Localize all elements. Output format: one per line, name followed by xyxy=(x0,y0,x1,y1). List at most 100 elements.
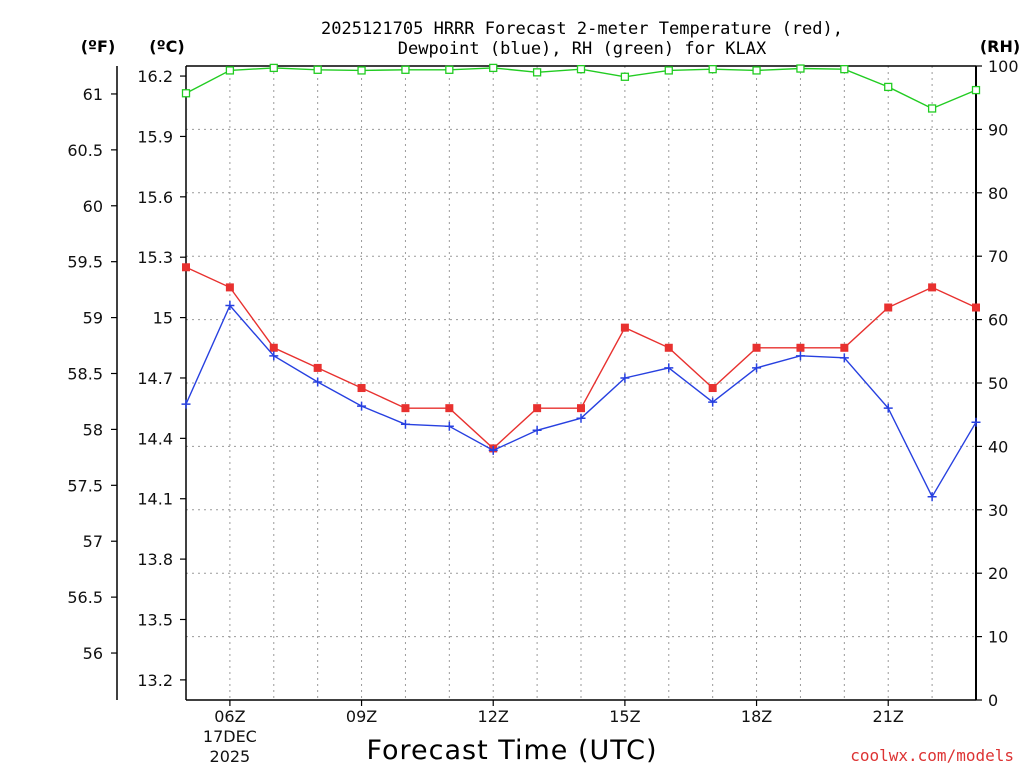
rh-point xyxy=(796,64,805,73)
celsius-tick-label: 15.9 xyxy=(137,127,173,146)
dewpoint-point xyxy=(927,492,937,502)
fahrenheit-tick-label: 59 xyxy=(83,309,103,328)
fahrenheit-tick-label: 61 xyxy=(83,85,103,104)
temperature-point xyxy=(357,384,366,393)
temperature-point xyxy=(840,343,849,352)
dewpoint-point xyxy=(269,351,279,361)
temperature-point xyxy=(533,404,542,413)
celsius-tick-label: 14.4 xyxy=(137,429,173,448)
rh-tick-label: 50 xyxy=(988,374,1008,393)
rh-point xyxy=(840,65,849,74)
data-series xyxy=(181,63,981,502)
rh-tick-label: 30 xyxy=(988,501,1008,520)
celsius-tick-label: 16.2 xyxy=(137,67,173,86)
rh-tick-label: 20 xyxy=(988,564,1008,583)
rh-tick-label: 80 xyxy=(988,184,1008,203)
celsius-tick-label: 14.1 xyxy=(137,490,173,509)
rh-tick-label: 70 xyxy=(988,247,1008,266)
temperature-point xyxy=(182,263,190,272)
axes xyxy=(111,65,982,706)
celsius-axis-unit: (ºC) xyxy=(149,37,184,56)
rh-tick-label: 0 xyxy=(988,691,998,710)
temperature-point xyxy=(928,283,937,292)
fahrenheit-tick-label: 60 xyxy=(83,197,103,216)
gridlines xyxy=(186,66,976,700)
dewpoint-point xyxy=(971,417,981,427)
dewpoint-point xyxy=(576,413,586,423)
x-tick-label: 15Z xyxy=(609,707,640,726)
dewpoint-point xyxy=(839,353,849,363)
x-tick-label: 06Z xyxy=(214,707,245,726)
rh-tick-label: 90 xyxy=(988,120,1008,139)
temperature-point xyxy=(577,404,585,413)
dewpoint-point xyxy=(752,363,762,373)
rh-point xyxy=(181,89,191,98)
rh-point xyxy=(708,65,717,74)
celsius-tick-label: 15 xyxy=(153,309,173,328)
dewpoint-point xyxy=(488,445,498,455)
fahrenheit-tick-label: 60.5 xyxy=(67,141,103,160)
dewpoint-point xyxy=(181,399,191,409)
rh-point xyxy=(752,66,761,75)
dewpoint-point xyxy=(795,351,805,361)
rh-point xyxy=(927,104,937,113)
credit-text: coolwx.com/models xyxy=(850,746,1014,765)
fahrenheit-tick-label: 57 xyxy=(83,532,103,551)
temperature-point xyxy=(796,343,805,352)
rh-point xyxy=(884,82,893,92)
temperature-point xyxy=(664,343,673,352)
dewpoint-point xyxy=(664,363,674,373)
x-axis-title: Forecast Time (UTC) xyxy=(366,735,657,766)
temperature-point xyxy=(269,343,278,352)
dewpoint-point xyxy=(708,397,718,407)
rh-tick-label: 10 xyxy=(988,628,1008,647)
chart-title-line-1: 2025121705 HRRR Forecast 2-meter Tempera… xyxy=(321,19,843,39)
temperature-point xyxy=(752,343,761,352)
celsius-tick-label: 15.3 xyxy=(137,248,173,267)
temperature-point xyxy=(708,384,717,393)
fahrenheit-tick-label: 56.5 xyxy=(67,588,103,607)
rh-point xyxy=(489,63,498,73)
x-tick-label: 09Z xyxy=(346,707,377,726)
x-tick-label: 21Z xyxy=(873,707,904,726)
temperature-point xyxy=(620,323,629,332)
rh-point xyxy=(357,66,366,75)
rh-point xyxy=(576,65,586,74)
dewpoint-point xyxy=(883,403,893,413)
temperature-point xyxy=(884,303,893,312)
chart-title-line-2: Dewpoint (blue), RH (green) for KLAX xyxy=(398,39,767,59)
rh-tick-label: 60 xyxy=(988,311,1008,330)
celsius-tick-label: 13.8 xyxy=(137,550,173,569)
rh-point xyxy=(313,65,322,74)
fahrenheit-axis-unit: (ºF) xyxy=(81,37,116,56)
x-tick-label: 18Z xyxy=(741,707,772,726)
rh-point xyxy=(401,65,410,74)
tick-labels: 61 60.5 60 59.5 59 58.5 58 57.5 57 56.5 56 16.2 15.9… xyxy=(67,57,1018,766)
celsius-tick-label: 13.5 xyxy=(137,610,173,629)
temperature-point xyxy=(225,283,234,292)
rh-point xyxy=(225,66,235,75)
dewpoint-point xyxy=(532,425,542,435)
rh-point xyxy=(620,72,630,81)
fahrenheit-tick-label: 59.5 xyxy=(67,253,103,272)
temperature-point xyxy=(313,363,322,372)
fahrenheit-tick-label: 58.5 xyxy=(67,364,103,383)
dewpoint-point xyxy=(357,401,367,411)
rh-point xyxy=(664,66,673,75)
celsius-tick-label: 15.6 xyxy=(137,188,173,207)
temperature-point xyxy=(401,404,410,413)
rh-point xyxy=(532,68,542,77)
x-tick-date-label: 17DEC xyxy=(203,727,257,746)
fahrenheit-tick-label: 58 xyxy=(83,420,103,439)
dewpoint-point xyxy=(444,421,454,431)
rh-tick-label: 100 xyxy=(988,57,1019,76)
dewpoint-point xyxy=(225,301,235,311)
rh-tick-label: 40 xyxy=(988,437,1008,456)
rh-point xyxy=(445,65,454,74)
temperature-point xyxy=(972,303,980,312)
rh-point xyxy=(971,85,981,95)
dewpoint-point xyxy=(400,419,410,429)
x-tick-label: 12Z xyxy=(478,707,509,726)
temperature-point xyxy=(445,404,454,413)
